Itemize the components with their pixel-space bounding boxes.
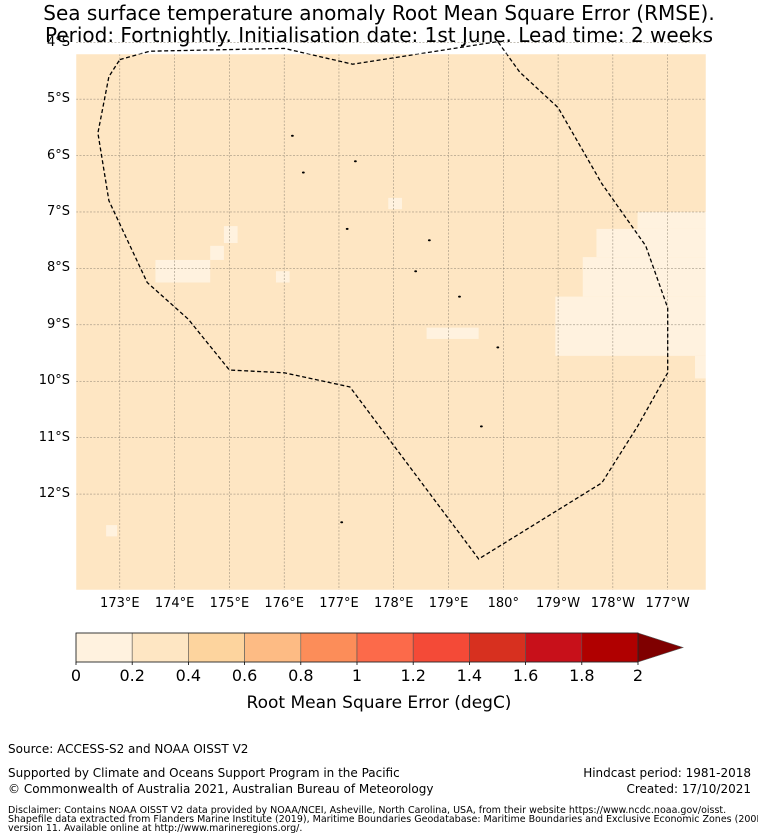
support-text: Supported by Climate and Oceans Support … bbox=[8, 766, 400, 780]
latitude-tick-label: 8°S bbox=[46, 260, 70, 276]
colorbar-segment bbox=[469, 632, 526, 663]
disclaimer-line-1: Disclaimer: Contains NOAA OISST V2 data … bbox=[8, 805, 727, 816]
copyright-text: © Commonwealth of Australia 2021, Austra… bbox=[8, 782, 434, 796]
low-error-cell bbox=[155, 259, 211, 283]
colorbar-segment bbox=[300, 632, 358, 663]
latitude-tick-label: 7°S bbox=[46, 203, 70, 219]
hindcast-period-text: Hindcast period: 1981-2018 bbox=[583, 766, 751, 780]
longitude-tick-label: 174°E bbox=[154, 596, 195, 611]
island-marker bbox=[340, 521, 344, 524]
island-marker bbox=[479, 425, 483, 428]
colorbar-tick-label: 1 bbox=[351, 666, 363, 685]
longitude-tick-label: 179°E bbox=[428, 596, 469, 611]
low-error-cell bbox=[596, 228, 706, 258]
longitude-tick-label: 173°E bbox=[100, 596, 140, 611]
low-error-cell bbox=[210, 245, 224, 260]
low-error-cell bbox=[275, 271, 290, 283]
low-error-cell bbox=[637, 211, 706, 229]
colorbar-segment bbox=[356, 632, 414, 663]
island-marker bbox=[458, 295, 461, 298]
low-error-cell bbox=[388, 197, 402, 210]
colorbar-segment bbox=[412, 632, 470, 663]
colorbar-tick-label: 1.8 bbox=[569, 666, 595, 685]
latitude-tick-label: 4°S bbox=[46, 34, 70, 50]
disclaimer-line-2: Shapefile data extracted from Flanders M… bbox=[8, 814, 758, 825]
low-error-cell bbox=[582, 257, 706, 297]
island-marker bbox=[414, 270, 418, 273]
map-frame bbox=[75, 53, 707, 591]
created-date-text: Created: 17/10/2021 bbox=[626, 782, 751, 796]
island-marker bbox=[427, 239, 431, 242]
colorbar-tick-label: 0 bbox=[70, 666, 82, 685]
colorbar-tick-label: 2 bbox=[632, 666, 644, 685]
colorbar-tick-label: 0.8 bbox=[288, 666, 314, 685]
colorbar-tick-label: 0.4 bbox=[175, 666, 202, 685]
longitude-tick-label: 180° bbox=[487, 596, 519, 611]
disclaimer-line-3: version 11. Available online at http://w… bbox=[8, 823, 303, 834]
eez-boundary-line bbox=[97, 40, 669, 560]
longitude-tick-label: 178°E bbox=[373, 596, 414, 611]
map-figure bbox=[75, 40, 707, 665]
longitude-tick-label: 177°E bbox=[319, 596, 359, 611]
island-marker bbox=[496, 346, 500, 349]
latitude-tick-label: 12°S bbox=[38, 486, 70, 502]
latitude-tick-label: 9°S bbox=[46, 316, 70, 332]
longitude-tick-label: 179°W bbox=[535, 596, 581, 611]
island-marker bbox=[301, 171, 305, 174]
colorbar-segment bbox=[75, 632, 133, 663]
colorbar-tick-label: 1.2 bbox=[400, 666, 426, 685]
colorbar-tick-label: 1.6 bbox=[512, 666, 539, 685]
longitude-tick-label: 176°E bbox=[264, 596, 304, 611]
low-error-cell bbox=[223, 226, 238, 244]
latitude-tick-label: 5°S bbox=[46, 91, 70, 107]
colorbar-segment bbox=[525, 632, 583, 663]
low-error-cell bbox=[695, 355, 706, 379]
low-error-cell bbox=[555, 296, 706, 356]
longitude-tick-label: 175°E bbox=[209, 596, 250, 611]
colorbar-segment bbox=[188, 632, 245, 663]
colorbar-extend-arrow bbox=[637, 632, 684, 663]
latitude-tick-label: 11°S bbox=[38, 429, 70, 445]
longitude-tick-label: 177°W bbox=[645, 596, 690, 611]
colorbar-segment bbox=[131, 632, 189, 663]
colorbar-segment bbox=[581, 632, 639, 663]
low-error-cell bbox=[106, 525, 118, 537]
map-title-line-1: Sea surface temperature anomaly Root Mea… bbox=[43, 1, 715, 25]
island-marker bbox=[290, 134, 294, 137]
low-error-cell bbox=[426, 327, 479, 339]
map-title-line-2: Period: Fortnightly. Initialisation date… bbox=[44, 23, 714, 47]
island-marker bbox=[353, 160, 357, 163]
map-panel bbox=[75, 40, 707, 591]
colorbar-tick-label: 0.2 bbox=[119, 666, 145, 685]
colorbar bbox=[75, 632, 684, 665]
latitude-tick-label: 6°S bbox=[46, 147, 70, 163]
latitude-tick-label: 10°S bbox=[38, 373, 70, 389]
longitude-tick-label: 178°W bbox=[590, 596, 635, 611]
colorbar-tick-label: 0.6 bbox=[231, 666, 258, 685]
source-text: Source: ACCESS-S2 and NOAA OISST V2 bbox=[8, 742, 249, 756]
colorbar-segment bbox=[244, 632, 302, 663]
colorbar-label: Root Mean Square Error (degC) bbox=[246, 693, 512, 713]
island-marker bbox=[345, 227, 349, 230]
colorbar-tick-label: 1.4 bbox=[456, 666, 483, 685]
